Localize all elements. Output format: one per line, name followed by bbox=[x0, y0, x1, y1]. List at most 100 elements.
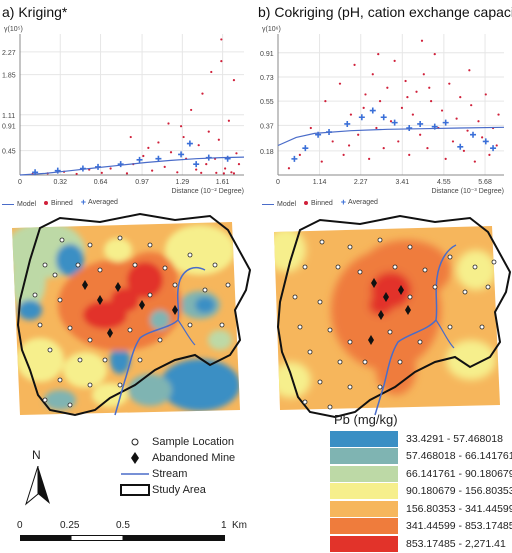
binned-point bbox=[230, 171, 233, 174]
binned-point bbox=[129, 135, 132, 139]
pb-color-swatch bbox=[330, 483, 398, 500]
x-tick-label: 1.61 bbox=[216, 179, 230, 186]
chart-a-legend: Model Binned + Averaged bbox=[2, 197, 124, 208]
pb-legend-title: Pb (mg/kg) bbox=[334, 412, 398, 427]
scale-label-0-5: 0.5 bbox=[116, 520, 130, 531]
pb-color-swatch bbox=[330, 430, 398, 447]
binned-point bbox=[429, 100, 433, 103]
pb-class-label: 341.44599 - 853.17485 bbox=[406, 520, 512, 533]
scale-unit: Km bbox=[232, 520, 247, 531]
scale-bar-graphic bbox=[20, 535, 225, 541]
binned-point bbox=[287, 167, 291, 170]
y-tick-label: 0.55 bbox=[260, 99, 274, 106]
binned-point bbox=[157, 141, 160, 144]
binned-point bbox=[179, 125, 183, 128]
binned-point bbox=[378, 100, 382, 103]
averaged-point bbox=[291, 155, 298, 162]
kriging-map-svg bbox=[12, 212, 252, 417]
x-tick-label: 3.41 bbox=[395, 179, 409, 186]
averaged-point bbox=[302, 145, 309, 152]
binned-point bbox=[320, 160, 323, 163]
legend-model: Model bbox=[262, 201, 296, 208]
sample-location-markers bbox=[292, 237, 497, 410]
binned-point bbox=[426, 147, 429, 150]
binned-point bbox=[220, 60, 223, 63]
x-tick-label: 0.64 bbox=[94, 179, 108, 186]
binned-point bbox=[470, 104, 473, 107]
binned-point bbox=[422, 73, 425, 76]
y-axis-label: γ(10⁶) bbox=[262, 26, 281, 33]
panel-b-title: b) Cokriging (pH, cation exchange capaci… bbox=[258, 4, 512, 20]
stream-branch bbox=[435, 319, 455, 349]
binned-point bbox=[227, 119, 230, 122]
binned-point bbox=[235, 152, 238, 155]
stream-line bbox=[114, 267, 206, 416]
pb-legend-row: 57.468018 - 66.141761 bbox=[330, 448, 512, 466]
pb-legend-row: 90.180679 - 156.80353 bbox=[330, 483, 512, 501]
binned-point bbox=[197, 144, 200, 147]
sample-location-label: Sample Location bbox=[152, 436, 234, 448]
averaged-point bbox=[391, 119, 398, 126]
binned-point bbox=[210, 70, 213, 74]
x-tick-label: 5.68 bbox=[478, 179, 492, 186]
x-tick-label: 4.55 bbox=[437, 179, 451, 186]
binned-point bbox=[163, 165, 166, 168]
binned-point bbox=[488, 153, 491, 156]
averaged-point bbox=[193, 161, 200, 168]
study-area-outline bbox=[16, 212, 252, 417]
legend-averaged-label: Averaged bbox=[88, 198, 118, 206]
binned-point bbox=[142, 154, 145, 158]
pb-legend-row: 33.4291 - 57.468018 bbox=[330, 430, 512, 448]
averaged-point bbox=[155, 155, 162, 162]
binned-point bbox=[109, 167, 112, 170]
study-area-icon bbox=[118, 484, 152, 496]
binned-point bbox=[448, 82, 451, 85]
binned-point bbox=[389, 120, 393, 123]
binned-point bbox=[147, 146, 150, 149]
y-tick-label: 0.91 bbox=[2, 124, 16, 131]
binned-point bbox=[382, 147, 385, 150]
binned-dot-icon bbox=[44, 201, 49, 205]
map-symbol-legend: Sample Location Abandoned Mine Stream St… bbox=[118, 434, 235, 498]
binned-point bbox=[397, 140, 400, 143]
averaged-point bbox=[490, 145, 497, 152]
binned-point bbox=[377, 53, 380, 56]
legend-binned-label: Binned bbox=[51, 199, 73, 207]
binned-point bbox=[237, 163, 241, 166]
y-tick-label: 0.73 bbox=[260, 75, 274, 82]
scale-label-0: 0 bbox=[17, 520, 23, 531]
pb-legend-rows: 33.4291 - 57.468018 57.468018 - 66.141761… bbox=[330, 430, 512, 553]
binned-dot-icon bbox=[304, 201, 309, 205]
binned-point bbox=[495, 144, 498, 147]
binned-point bbox=[404, 79, 407, 83]
binned-point bbox=[451, 140, 455, 143]
legend-abandoned-mine: Abandoned Mine bbox=[118, 450, 235, 466]
binned-point bbox=[347, 144, 351, 147]
averaged-point bbox=[178, 151, 185, 158]
averaged-point bbox=[457, 143, 464, 150]
binned-point bbox=[484, 93, 487, 96]
binned-point bbox=[324, 100, 327, 103]
averaged-point bbox=[482, 138, 489, 145]
binned-point bbox=[428, 86, 431, 89]
legend-sample-location: Sample Location bbox=[118, 434, 235, 450]
y-tick-label: 2.27 bbox=[2, 50, 16, 57]
legend-averaged-label: Averaged bbox=[348, 198, 378, 206]
abandoned-mine-label: Abandoned Mine bbox=[152, 452, 236, 464]
pb-legend-row: 341.44599 - 853.17485 bbox=[330, 518, 512, 536]
binned-point bbox=[462, 149, 466, 152]
binned-point bbox=[375, 126, 378, 130]
y-tick-label: 0.45 bbox=[2, 149, 16, 156]
cokriging-map-svg bbox=[274, 214, 512, 419]
model-line-icon bbox=[262, 203, 274, 205]
binned-point bbox=[195, 168, 198, 171]
averaged-point bbox=[358, 114, 365, 121]
legend-model: Model bbox=[2, 201, 36, 208]
averaged-point bbox=[369, 107, 376, 114]
pb-color-swatch bbox=[330, 448, 398, 465]
binned-point bbox=[440, 109, 444, 112]
averaged-point bbox=[406, 125, 413, 131]
cokriging-map bbox=[256, 210, 512, 425]
binned-point bbox=[232, 172, 236, 175]
variogram-chart-b: 0.18 0.37 0.55 0.73 0.91 0 1.14 2.27 3.41 4.55 5.6… bbox=[258, 22, 510, 197]
